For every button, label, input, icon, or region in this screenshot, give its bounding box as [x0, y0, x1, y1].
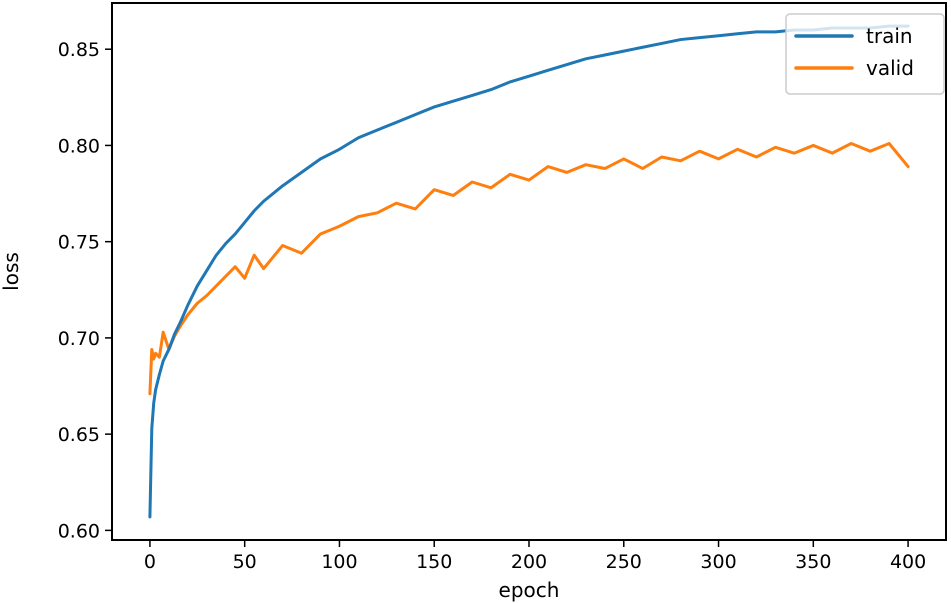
y-tick-label: 0.70 [58, 328, 100, 350]
y-tick-label: 0.65 [58, 424, 100, 446]
x-tick-label: 50 [233, 551, 257, 573]
y-tick-label: 0.60 [58, 520, 100, 542]
x-tick-label: 400 [890, 551, 926, 573]
x-tick-label: 250 [606, 551, 642, 573]
x-axis: 0 50 100 150 200 250 300 350 400 [144, 540, 926, 573]
series-line-train [148, 24, 910, 519]
plot-frame [111, 2, 947, 541]
legend: train valid [785, 13, 945, 95]
y-tick-label: 0.85 [58, 39, 100, 61]
y-axis: 0.60 0.65 0.70 0.75 0.80 0.85 [58, 39, 112, 542]
x-tick-label: 150 [416, 551, 452, 573]
x-tick-label: 350 [795, 551, 831, 573]
x-tick-label: 200 [511, 551, 547, 573]
y-tick-label: 0.75 [58, 232, 100, 254]
series-line-valid [148, 142, 910, 396]
legend-label-train: train [866, 24, 913, 48]
x-tick-label: 100 [321, 551, 357, 573]
plot-area [148, 24, 910, 519]
x-axis-title: epoch [499, 578, 560, 602]
legend-label-valid: valid [866, 56, 914, 80]
y-tick-label: 0.80 [58, 135, 100, 157]
legend-box [785, 13, 945, 95]
y-axis-title: loss [0, 252, 23, 291]
x-tick-label: 300 [700, 551, 736, 573]
x-tick-label: 0 [144, 551, 156, 573]
